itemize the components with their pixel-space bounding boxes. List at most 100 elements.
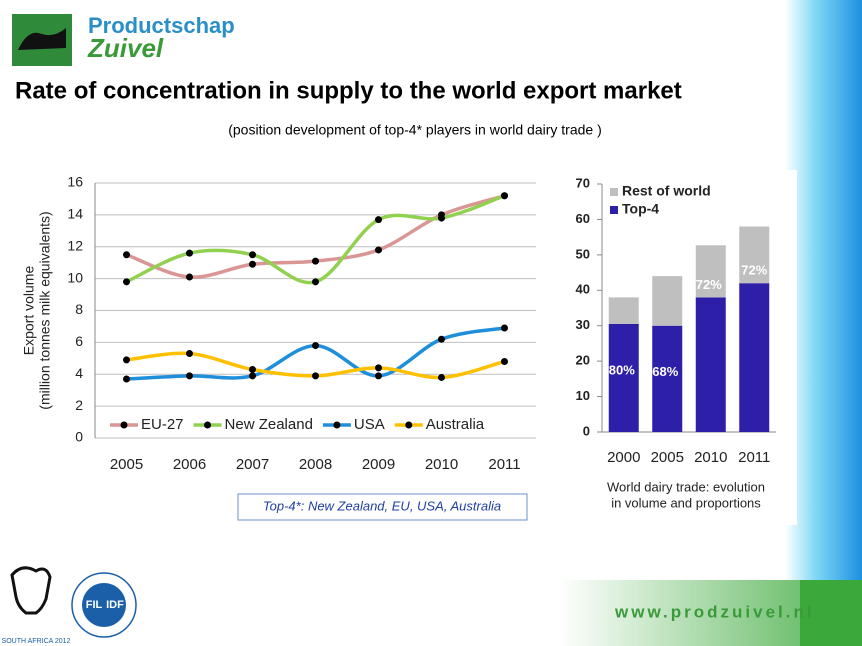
point — [249, 260, 256, 268]
legend-dot — [120, 421, 128, 429]
y-tick-label: 12 — [67, 237, 83, 253]
title: Rate of concentration in supply to the w… — [15, 77, 682, 104]
point — [501, 192, 508, 200]
y-tick-label: 40 — [576, 282, 590, 297]
y-axis-label: Export volume — [21, 266, 37, 356]
bar-segment — [652, 276, 683, 326]
y-tick-label: 30 — [576, 317, 590, 332]
point — [249, 251, 256, 259]
point — [123, 375, 130, 383]
bar-segment — [695, 297, 726, 432]
share-label: 80% — [609, 362, 635, 377]
bar-segment — [608, 297, 639, 324]
logo-top: Productschap — [88, 13, 235, 38]
point — [312, 342, 319, 350]
fil: FIL — [86, 599, 103, 611]
point — [375, 246, 382, 254]
footnote-box — [237, 493, 528, 521]
point — [249, 372, 256, 380]
caption: World dairy trade: evolution — [607, 479, 765, 494]
x-tick-label: 2010 — [425, 456, 458, 473]
legend-dot — [333, 421, 341, 429]
point — [123, 251, 130, 259]
point — [438, 214, 445, 222]
legend-swatch — [610, 188, 618, 196]
x-tick-label: 2006 — [173, 456, 206, 473]
point — [438, 373, 445, 381]
bar-segment — [695, 245, 726, 298]
x-tick-label: 2005 — [110, 456, 143, 473]
x-tick-label: 2005 — [651, 449, 684, 466]
point — [186, 372, 193, 380]
point — [186, 249, 193, 257]
y-tick-label: 2 — [75, 397, 83, 413]
logo: Productschap Zuivel — [12, 13, 235, 66]
x-tick-label: 2000 — [607, 449, 640, 466]
y-tick-label: 14 — [67, 206, 83, 222]
x-tick-label: 2011 — [738, 449, 770, 466]
y-tick-label: 10 — [67, 269, 83, 285]
footnote: Top-4*: New Zealand, EU, USA, Australia — [263, 498, 501, 513]
legend-dot — [204, 421, 212, 429]
point — [501, 324, 508, 332]
legend-label: New Zealand — [225, 416, 313, 433]
y-axis-label: (million tonnes milk equivalents) — [37, 211, 53, 409]
y-tick-label: 10 — [576, 388, 590, 403]
legend-label: EU-27 — [141, 416, 184, 433]
bar-segment — [652, 325, 683, 432]
x-tick-label: 2008 — [299, 456, 332, 473]
bar-segment — [608, 323, 639, 432]
point — [501, 358, 508, 365]
subtitle: (position development of top-4* players … — [228, 122, 602, 138]
legend-dot — [405, 421, 413, 429]
y-tick-label: 4 — [75, 365, 83, 381]
point — [438, 335, 445, 343]
legend-label: Rest of world — [622, 183, 711, 199]
point — [375, 364, 382, 372]
point — [123, 278, 130, 286]
logo-bottom: Zuivel — [87, 33, 164, 63]
point — [249, 365, 256, 373]
share-label: 68% — [652, 364, 678, 379]
edge-band — [785, 0, 862, 580]
point — [375, 372, 382, 380]
url: www.prodzuivel.nl — [614, 602, 815, 621]
point — [186, 273, 193, 281]
idf-disc — [82, 583, 126, 627]
legend-label: Australia — [426, 416, 485, 433]
y-tick-label: 8 — [75, 301, 83, 317]
event: SOUTH AFRICA 2012 — [2, 638, 71, 645]
cow-logo — [10, 566, 52, 615]
footer-logos: SOUTH AFRICA 2012 FIL IDF — [2, 566, 137, 645]
y-tick-label: 16 — [67, 174, 83, 190]
x-tick-label: 2007 — [236, 456, 269, 473]
point — [312, 372, 319, 380]
idf: IDF — [106, 599, 124, 611]
point — [312, 278, 319, 286]
point — [312, 257, 319, 265]
caption: in volume and proportions — [611, 495, 761, 510]
share-label: 72% — [696, 277, 722, 292]
share-label: 72% — [741, 263, 767, 278]
x-tick-label: 2010 — [694, 449, 727, 466]
point — [375, 216, 382, 224]
x-tick-label: 2011 — [488, 456, 520, 473]
bar-segment — [739, 226, 770, 284]
logo-cow — [18, 28, 66, 50]
y-tick-label: 70 — [576, 175, 590, 190]
legend-label: USA — [354, 416, 385, 433]
point — [186, 350, 193, 358]
legend-label: Top-4 — [622, 201, 659, 217]
y-tick-label: 0 — [75, 429, 83, 445]
y-tick-label: 60 — [576, 211, 590, 226]
bar-segment — [739, 283, 770, 432]
point — [123, 356, 130, 364]
x-tick-label: 2009 — [362, 456, 395, 473]
y-tick-label: 20 — [576, 353, 590, 368]
legend-swatch — [610, 206, 618, 214]
y-tick-label: 50 — [576, 246, 590, 261]
green-band-solid — [800, 580, 862, 646]
y-tick-label: 0 — [583, 423, 590, 438]
y-tick-label: 6 — [75, 333, 83, 349]
